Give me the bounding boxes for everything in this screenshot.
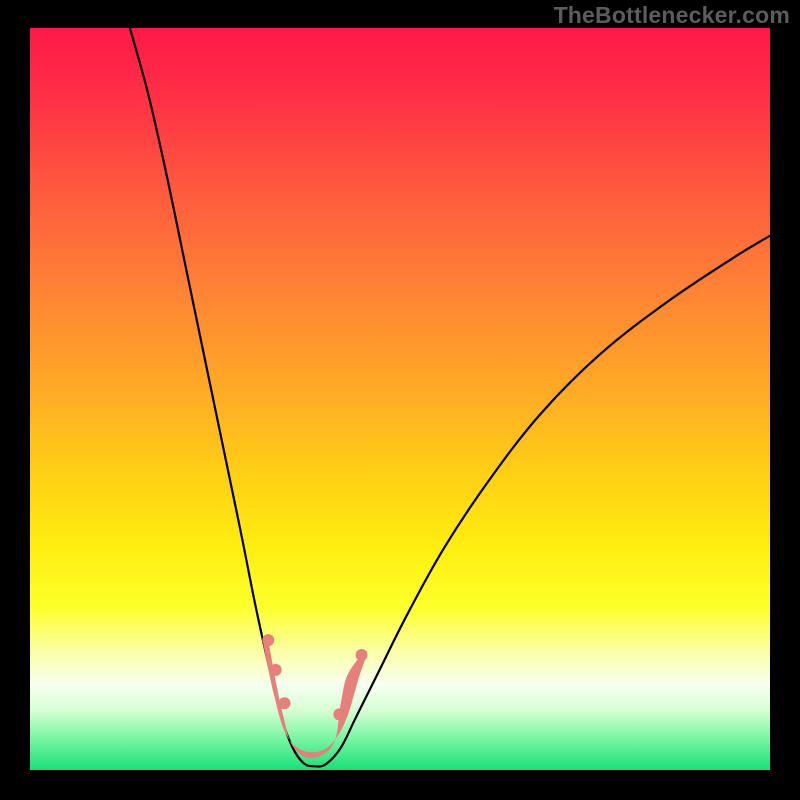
chart-svg (0, 0, 800, 800)
highlight-dot (279, 697, 291, 709)
highlight-dot (344, 682, 356, 694)
chart-root: TheBottlenecker.com (0, 0, 800, 800)
highlight-dot (270, 664, 282, 676)
highlight-dot (356, 649, 368, 661)
highlight-dot (262, 634, 274, 646)
highlight-dot (333, 708, 345, 720)
plot-background-gradient (30, 28, 770, 770)
watermark-label: TheBottlenecker.com (554, 2, 790, 29)
